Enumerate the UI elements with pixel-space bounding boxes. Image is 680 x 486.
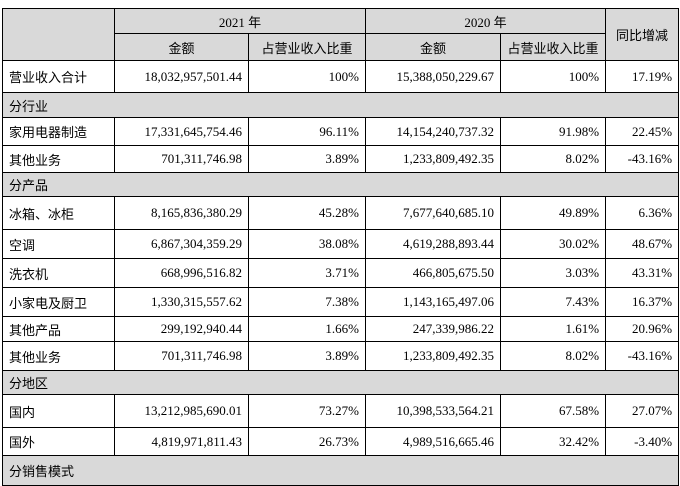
table-row: 小家电及厨卫 1,330,315,557.62 7.38% 1,143,165,… [2,287,680,317]
share-2020-cell: 1.61% [500,316,607,342]
section-label: 分地区 [1,370,680,395]
table-row: 其他业务 701,311,746.98 3.89% 1,233,809,492.… [2,145,680,173]
section-label: 分产品 [1,172,680,197]
yoy-cell: 17.19% [605,60,680,93]
header-row-years: 2021 年 2020 年 同比增减 [2,8,680,61]
table-row: 其他业务 701,311,746.98 3.89% 1,233,809,492.… [2,341,680,371]
table-row: 空调 6,867,304,359.29 38.08% 4,619,288,893… [2,229,680,259]
amount-2020-cell: 4,989,516,665.46 [365,427,502,456]
share-2020-cell: 100% [500,60,607,93]
amount-2021-cell: 701,311,746.98 [114,145,249,173]
section-row-industry: 分行业 [1,92,680,118]
amount-2020-cell: 466,805,675.50 [365,258,502,288]
row-label-cell: 营业收入合计 [2,60,115,93]
share-2021-header: 占营业收入比重 [247,33,367,61]
yoy-cell: 27.07% [605,394,680,428]
header-row-measures: 金额 占营业收入比重 金额 占营业收入比重 [3,33,679,61]
share-2021-cell: 45.28% [247,196,367,230]
share-2020-cell: 8.02% [500,145,607,173]
amount-2021-cell: 18,032,957,501.44 [114,60,249,93]
share-2021-cell: 1.66% [247,316,367,342]
row-label-cell: 其他业务 [2,341,115,371]
section-row-region: 分地区 [1,370,680,395]
row-label-cell: 洗衣机 [2,258,115,288]
section-row-product: 分产品 [1,172,680,197]
share-2021-cell: 3.89% [247,145,367,173]
yoy-cell: 6.36% [605,196,680,230]
amount-2021-cell: 6,867,304,359.29 [114,229,249,259]
row-label-cell: 冰箱、冰柜 [2,196,115,230]
row-label-cell: 国外 [2,427,115,456]
row-label-cell: 空调 [2,229,115,259]
revenue-breakdown-table: 2021 年 2020 年 同比增减 金额 占营业收入比重 金额 占营业收入比重… [1,8,680,486]
share-2021-cell: 38.08% [247,229,367,259]
amount-2021-cell: 17,331,645,754.46 [114,117,249,146]
amount-2021-cell: 1,330,315,557.62 [114,287,249,317]
share-2020-cell: 49.89% [500,196,607,230]
share-2021-cell: 26.73% [247,427,367,456]
yoy-header: 同比增减 [605,8,680,61]
amount-2021-cell: 4,819,971,811.43 [114,427,249,456]
share-2020-header: 占营业收入比重 [500,33,607,61]
amount-2020-cell: 15,388,050,229.67 [365,60,502,93]
table-row: 国内 13,212,985,690.01 73.27% 10,398,533,5… [2,394,680,428]
share-2021-cell: 3.71% [247,258,367,288]
share-2021-cell: 7.38% [247,287,367,317]
yoy-cell: -43.16% [605,341,680,371]
amount-2020-cell: 7,677,640,685.10 [365,196,502,230]
section-label: 分销售模式 [1,455,680,486]
amount-2020-header: 金额 [365,33,502,61]
share-2020-cell: 8.02% [500,341,607,371]
table-row: 家用电器制造 17,331,645,754.46 96.11% 14,154,2… [2,117,680,146]
row-label-cell: 其他业务 [2,145,115,173]
row-label-cell: 国内 [2,394,115,428]
table-row: 国外 4,819,971,811.43 26.73% 4,989,516,665… [2,427,680,456]
yoy-cell: 22.45% [605,117,680,146]
share-2020-cell: 30.02% [500,229,607,259]
amount-2020-cell: 10,398,533,564.21 [365,394,502,428]
section-label: 分行业 [1,92,680,118]
amount-2021-header: 金额 [114,33,249,61]
table-row: 其他产品 299,192,940.44 1.66% 247,339,986.22… [2,316,680,342]
row-label-cell: 小家电及厨卫 [2,287,115,317]
amount-2021-cell: 8,165,836,380.29 [114,196,249,230]
yoy-cell: 20.96% [605,316,680,342]
amount-2021-cell: 668,996,516.82 [114,258,249,288]
amount-2021-cell: 299,192,940.44 [114,316,249,342]
table-row: 冰箱、冰柜 8,165,836,380.29 45.28% 7,677,640,… [2,196,680,230]
amount-2020-cell: 247,339,986.22 [365,316,502,342]
yoy-cell: 43.31% [605,258,680,288]
share-2021-cell: 96.11% [247,117,367,146]
share-2020-cell: 7.43% [500,287,607,317]
yoy-cell: -3.40% [605,427,680,456]
amount-2020-cell: 1,143,165,497.06 [365,287,502,317]
table-row-total: 营业收入合计 18,032,957,501.44 100% 15,388,050… [2,60,680,93]
amount-2020-cell: 1,233,809,492.35 [365,145,502,173]
section-row-sales-model: 分销售模式 [1,455,680,486]
share-2021-cell: 73.27% [247,394,367,428]
share-2021-cell: 100% [247,60,367,93]
yoy-cell: 48.67% [605,229,680,259]
corner-cell [2,8,115,61]
amount-2020-cell: 1,233,809,492.35 [365,341,502,371]
year-2020-header: 2020 年 [365,8,607,34]
yoy-cell: -43.16% [605,145,680,173]
row-label-cell: 其他产品 [2,316,115,342]
row-label-cell: 家用电器制造 [2,117,115,146]
year-2021-header: 2021 年 [113,8,367,34]
share-2020-cell: 32.42% [500,427,607,456]
amount-2020-cell: 4,619,288,893.44 [365,229,502,259]
share-2020-cell: 3.03% [500,258,607,288]
amount-2020-cell: 14,154,240,737.32 [365,117,502,146]
yoy-cell: 16.37% [605,287,680,317]
amount-2021-cell: 701,311,746.98 [114,341,249,371]
share-2020-cell: 67.58% [500,394,607,428]
table-row: 洗衣机 668,996,516.82 3.71% 466,805,675.50 … [2,258,680,288]
amount-2021-cell: 13,212,985,690.01 [114,394,249,428]
share-2021-cell: 3.89% [247,341,367,371]
share-2020-cell: 91.98% [500,117,607,146]
